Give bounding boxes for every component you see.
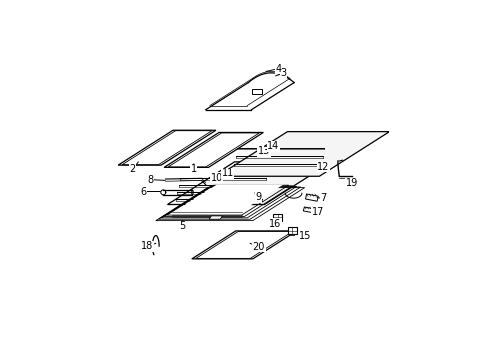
Text: 6: 6 (140, 186, 160, 197)
Polygon shape (273, 214, 282, 221)
Text: 17: 17 (311, 207, 323, 217)
Polygon shape (303, 207, 314, 213)
Polygon shape (118, 130, 216, 165)
Polygon shape (287, 227, 297, 234)
Text: 1: 1 (190, 164, 197, 174)
Polygon shape (276, 220, 280, 221)
Text: 5: 5 (179, 221, 185, 231)
Polygon shape (191, 231, 296, 259)
Polygon shape (171, 185, 283, 214)
Polygon shape (167, 162, 331, 204)
Text: 19: 19 (345, 178, 357, 188)
Text: 18: 18 (141, 241, 156, 251)
Text: 3: 3 (275, 68, 286, 78)
Polygon shape (251, 89, 261, 94)
Polygon shape (209, 216, 222, 219)
Polygon shape (217, 132, 389, 176)
Text: 7: 7 (317, 193, 325, 203)
Text: 2: 2 (129, 162, 138, 174)
Polygon shape (164, 132, 263, 167)
Polygon shape (289, 234, 294, 235)
Text: 20: 20 (249, 242, 264, 252)
Polygon shape (305, 194, 318, 201)
Text: 10: 10 (210, 173, 223, 183)
Text: 15: 15 (299, 231, 311, 241)
Text: 14: 14 (266, 141, 279, 151)
Text: 16: 16 (269, 219, 281, 229)
Text: 9: 9 (254, 192, 262, 202)
Text: 11: 11 (221, 168, 234, 179)
Text: 8: 8 (147, 175, 165, 185)
Text: 4: 4 (265, 64, 281, 74)
Text: 13: 13 (257, 146, 269, 156)
Text: 12: 12 (316, 162, 329, 172)
